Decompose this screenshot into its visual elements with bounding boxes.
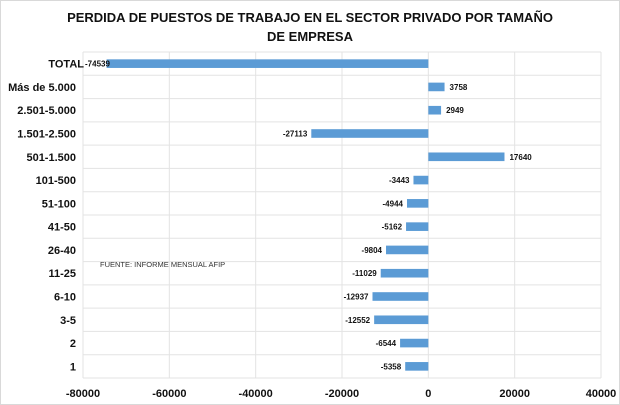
source-annotation: FUENTE: INFORME MENSUAL AFIP (100, 260, 225, 269)
bar (428, 152, 505, 162)
bar (311, 129, 429, 138)
x-tick-label: 40000 (586, 388, 617, 400)
data-label: -6544 (376, 339, 397, 348)
data-label: -27113 (283, 130, 308, 139)
chart-title: PERDIDA DE PUESTOS DE TRABAJO EN EL SECT… (67, 10, 553, 44)
category-label: TOTAL (48, 59, 84, 71)
category-label: 3-5 (60, 315, 76, 327)
bar (428, 105, 442, 115)
category-label: 1 (70, 361, 76, 373)
data-label: -3443 (389, 176, 410, 185)
category-label: 51-100 (42, 198, 76, 210)
category-label: 1.501-2.500 (17, 129, 76, 141)
data-label: -11029 (352, 269, 377, 278)
category-label: 2.501-5.000 (17, 105, 76, 117)
bar (405, 362, 429, 371)
labels: -80000 -60000 -40000 -20000 0 20000 40000 TOTAL… (8, 59, 616, 400)
x-tick-label: -80000 (66, 388, 100, 400)
bar (413, 175, 429, 185)
x-tick-label: -40000 (239, 388, 273, 400)
x-tick-label: 20000 (499, 388, 530, 400)
data-label: -4944 (383, 199, 404, 208)
data-label: 3758 (450, 83, 468, 92)
bar (428, 82, 445, 92)
data-label: -12937 (344, 293, 369, 302)
x-tick-label: -20000 (325, 388, 359, 400)
category-label: 26-40 (48, 245, 76, 257)
category-label: Más de 5.000 (8, 82, 76, 94)
bar (406, 199, 429, 208)
bar (406, 222, 429, 231)
bar (386, 245, 429, 255)
bar (374, 315, 429, 325)
bar (106, 59, 429, 68)
data-label: 2949 (446, 106, 464, 115)
category-label: 6-10 (54, 292, 76, 304)
category-label: 101-500 (36, 175, 76, 187)
data-label: -74539 (85, 60, 110, 69)
category-label: 41-50 (48, 222, 76, 234)
data-label: -9804 (362, 246, 383, 255)
x-tick-label: 0 (425, 388, 431, 400)
data-label: -5358 (381, 362, 402, 371)
data-label: -12552 (345, 316, 370, 325)
bar (372, 292, 429, 301)
bar (400, 338, 429, 348)
data-label: 17640 (509, 153, 532, 162)
bars (106, 59, 505, 371)
x-tick-label: -60000 (152, 388, 186, 400)
gridlines (82, 51, 602, 379)
category-label: 2 (70, 338, 76, 350)
category-label: 501-1.500 (26, 152, 76, 164)
bar (380, 268, 429, 278)
category-label: 11-25 (48, 268, 76, 280)
data-label: -5162 (382, 223, 403, 232)
